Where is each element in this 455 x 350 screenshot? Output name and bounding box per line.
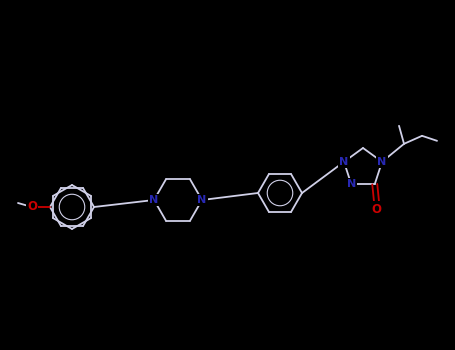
Text: N: N [339,157,349,167]
Text: O: O [27,201,37,214]
Text: O: O [372,203,382,216]
Text: N: N [149,195,159,205]
Text: N: N [377,157,387,167]
Text: N: N [197,195,207,205]
Text: N: N [347,179,356,189]
